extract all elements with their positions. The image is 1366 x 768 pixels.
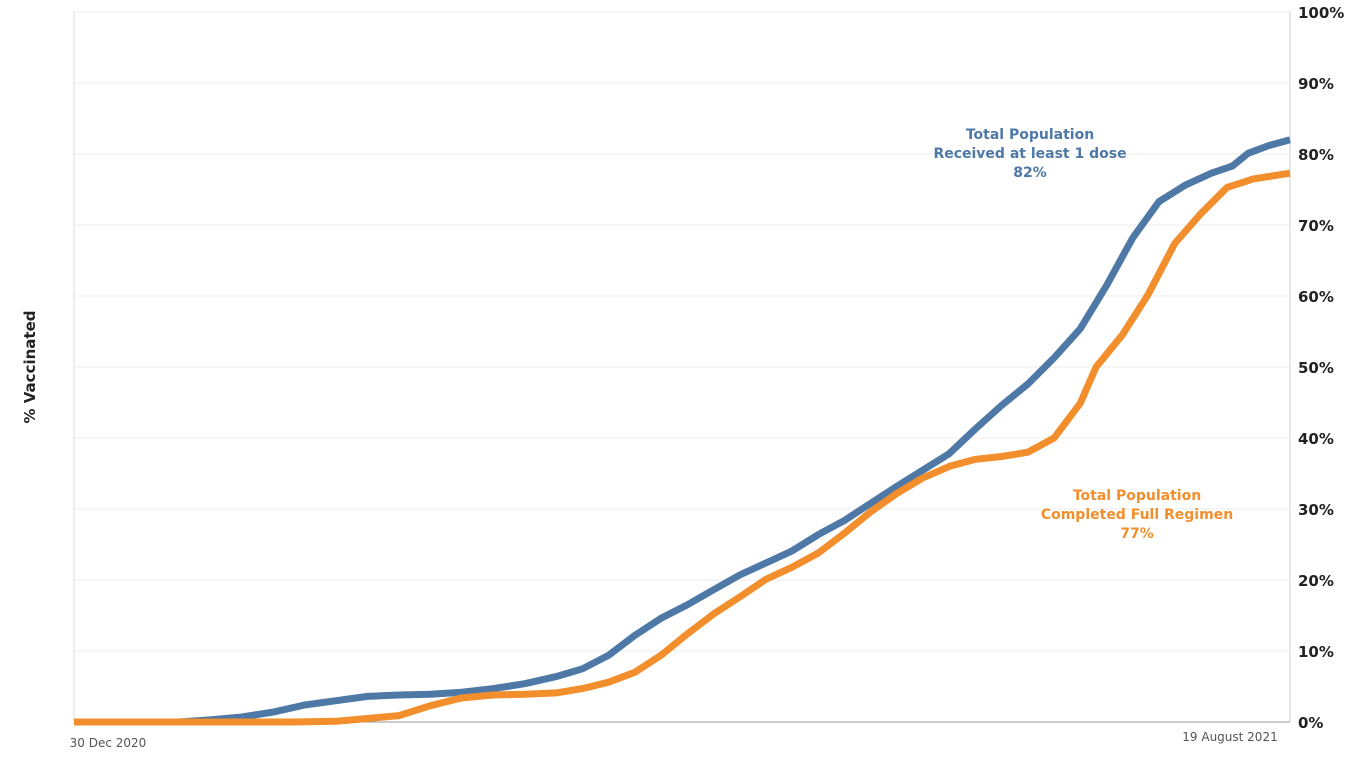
annotation-line: Total Population <box>966 127 1094 143</box>
x-tick-label: 19 August 2021 <box>1182 730 1277 744</box>
y-tick-label: 50% <box>1298 359 1334 377</box>
y-tick-labels: 0% 10% 20% 30% 40% 50% 60% 70% 80% 90% 100% <box>1298 4 1344 732</box>
y-tick-label: 30% <box>1298 501 1334 519</box>
first-dose-annotation: Total Population Received at least 1 dose… <box>933 127 1126 181</box>
y-tick-label: 70% <box>1298 217 1334 235</box>
y-tick-label: 80% <box>1298 146 1334 164</box>
y-tick-label: 0% <box>1298 714 1323 732</box>
first-dose-series-line <box>74 136 1291 726</box>
y-tick-label: 10% <box>1298 643 1334 661</box>
full-regimen-annotation: Total Population Completed Full Regimen 77… <box>1041 488 1233 542</box>
x-tick-label: 30 Dec 2020 <box>70 736 147 750</box>
y-tick-label: 90% <box>1298 75 1334 93</box>
annotation-line: Received at least 1 dose <box>933 146 1126 162</box>
y-axis-label: % Vaccinated <box>21 311 39 424</box>
series-lines <box>74 136 1291 726</box>
series-annotations: Total Population Received at least 1 dose… <box>933 127 1233 542</box>
annotation-line: Total Population <box>1073 488 1201 504</box>
y-tick-label: 40% <box>1298 430 1334 448</box>
gridlines <box>74 11 1290 652</box>
annotation-line: 82% <box>1013 165 1047 181</box>
full-regimen-series-line <box>74 169 1291 726</box>
x-tick-labels: 30 Dec 2020 19 August 2021 <box>70 730 1278 750</box>
annotation-line: 77% <box>1120 526 1154 542</box>
y-tick-label: 60% <box>1298 288 1334 306</box>
annotation-line: Completed Full Regimen <box>1041 507 1233 523</box>
y-tick-label: 20% <box>1298 572 1334 590</box>
y-tick-label: 100% <box>1298 4 1344 22</box>
